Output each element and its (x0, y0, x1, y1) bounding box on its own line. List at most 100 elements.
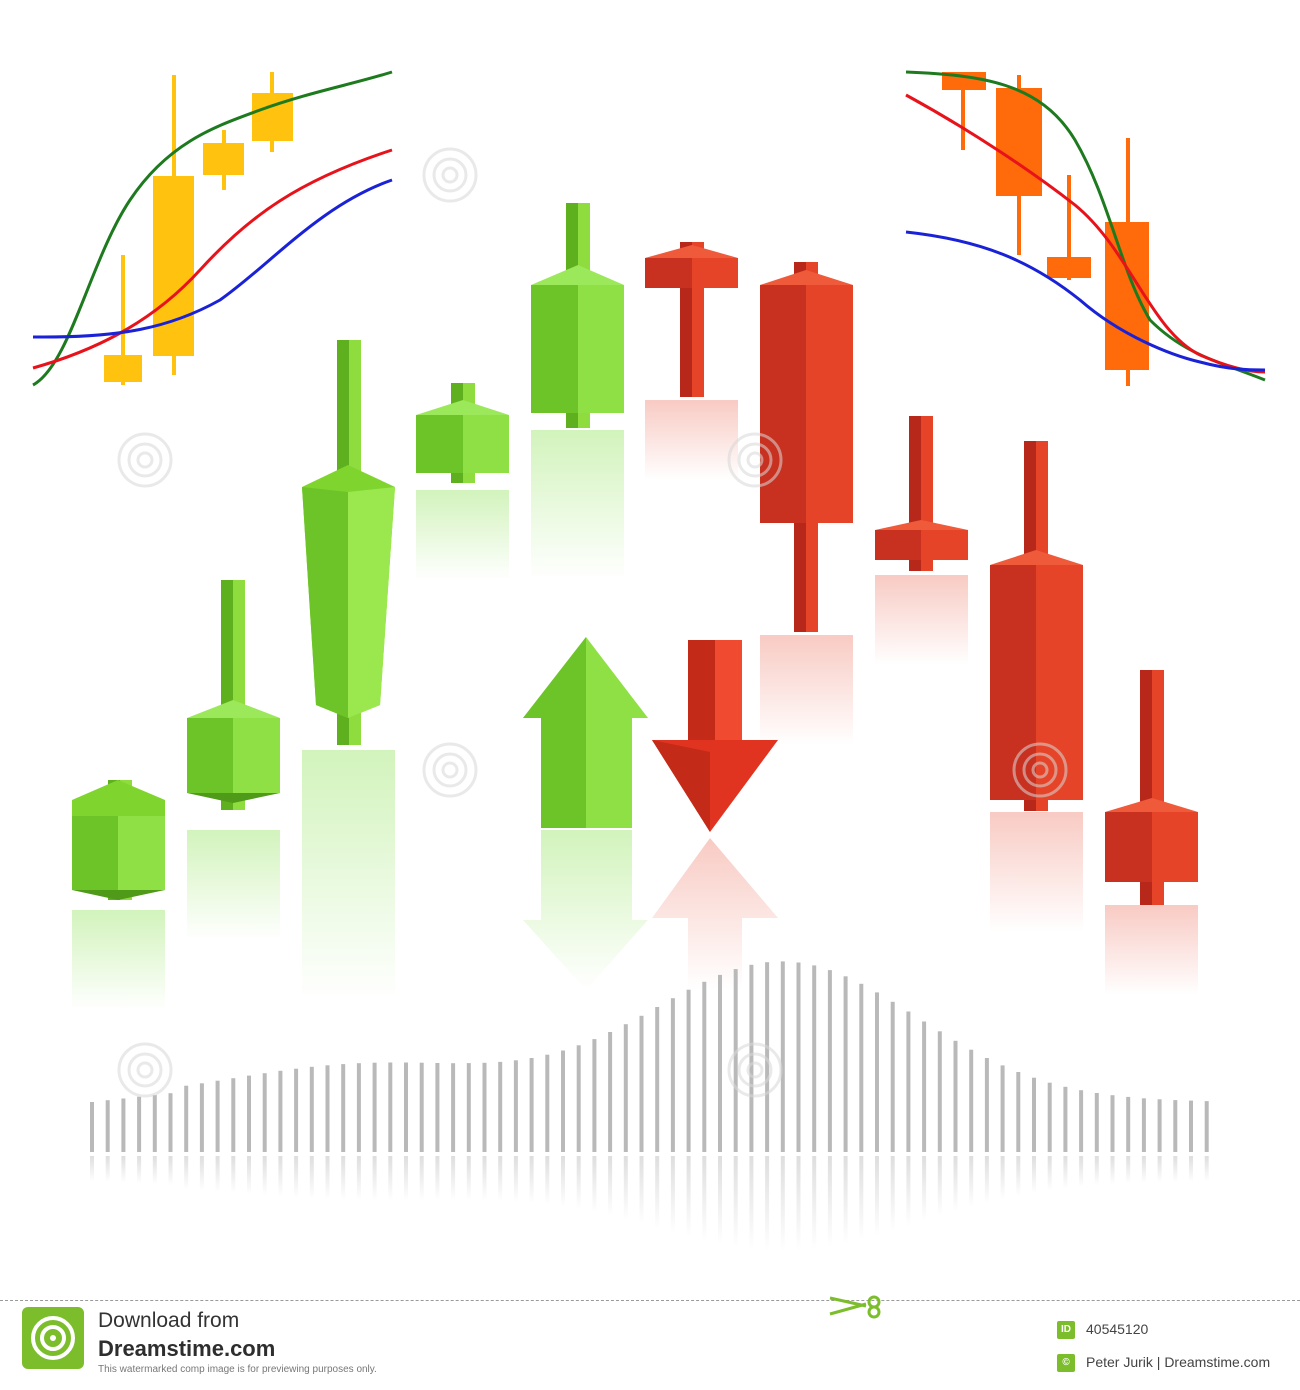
volume-bar (294, 1068, 299, 1152)
volume-bar (1126, 1096, 1131, 1152)
volume-bar-reflection (859, 1156, 864, 1241)
volume-bar (356, 1063, 361, 1152)
volume-bar-reflection (1173, 1156, 1178, 1182)
volume-bar-reflection (969, 1156, 974, 1208)
preview-notice: This watermarked comp image is for previ… (98, 1364, 377, 1375)
volume-bar-reflection (356, 1156, 361, 1201)
volume-bar-reflection (1032, 1156, 1036, 1194)
downtrend-mini-chart (905, 70, 1266, 386)
volume-bar-reflection (105, 1156, 110, 1182)
brand-link[interactable]: Dreamstime.com (98, 1336, 276, 1361)
volume-bar (937, 1031, 942, 1152)
volume-bar (278, 1070, 283, 1152)
up-arrow-icon (523, 637, 648, 828)
volume-bar (325, 1065, 330, 1152)
red-candle-2 (760, 262, 853, 632)
green-candles (72, 203, 624, 900)
volume-bar-reflection (827, 1156, 832, 1247)
volume-bar-reflection (215, 1156, 220, 1192)
copyright-icon: © (1057, 1354, 1075, 1372)
volume-bar (482, 1062, 487, 1152)
volume-bar-reflection (262, 1156, 267, 1196)
volume-bar (1157, 1099, 1162, 1152)
volume-bar (655, 1007, 660, 1152)
volume-bar (309, 1066, 314, 1152)
volume-bar (576, 1045, 581, 1152)
download-title: Download from (98, 1309, 240, 1332)
volume-bar-reflection (482, 1156, 487, 1201)
image-id: 40545120 (1086, 1321, 1149, 1337)
volume-bar-reflection (152, 1156, 157, 1185)
volume-bar (90, 1102, 94, 1152)
ma-line-green (905, 70, 1266, 382)
volume-bar (984, 1058, 989, 1152)
volume-bar-reflection (639, 1156, 644, 1225)
volume-bar-reflection (231, 1156, 236, 1193)
volume-bar (670, 998, 675, 1152)
volume-bar-reflection (1157, 1156, 1162, 1183)
ma-line-red (32, 148, 393, 370)
volume-bar-reflection (733, 1156, 738, 1248)
volume-bar (1094, 1093, 1099, 1152)
volume-bar (561, 1050, 565, 1152)
dreamstime-logo-icon (22, 1307, 84, 1369)
volume-bar (749, 964, 754, 1152)
volume-bar-reflection (937, 1156, 942, 1217)
volume-bar-reflection (1094, 1156, 1099, 1186)
volume-reflection (90, 1156, 1209, 1252)
volume-bar (953, 1040, 958, 1152)
volume-bar (702, 981, 707, 1152)
volume-bar-reflection (608, 1156, 613, 1216)
volume-bar (623, 1024, 628, 1152)
ma-line-green (32, 70, 393, 387)
volume-bar (529, 1058, 534, 1152)
volume-bar-reflection (309, 1156, 314, 1199)
green-candle-3 (302, 340, 395, 745)
volume-bar-reflection (1016, 1156, 1021, 1196)
green-candle-5 (531, 203, 624, 428)
volume-bar-reflection (702, 1156, 707, 1242)
volume-bar (843, 976, 848, 1152)
volume-bar (152, 1095, 157, 1152)
green-candle-2 (187, 580, 280, 810)
red-candle-3 (875, 416, 968, 571)
volume-bar (419, 1062, 424, 1152)
volume-bar (545, 1054, 550, 1152)
cut-line (0, 1300, 1300, 1301)
volume-bar (231, 1078, 236, 1152)
volume-bar (1141, 1098, 1146, 1152)
volume-bar-reflection (718, 1156, 722, 1245)
volume-bar-reflection (435, 1156, 440, 1201)
volume-bar-reflection (1079, 1156, 1084, 1187)
volume-bar-reflection (466, 1156, 471, 1201)
ma-line-blue (905, 230, 1266, 372)
volume-bar-reflection (372, 1156, 377, 1201)
volume-bar-reflection (513, 1156, 518, 1202)
reflections (72, 400, 1198, 1010)
volume-bar-reflection (796, 1156, 801, 1251)
volume-bar (1173, 1100, 1178, 1152)
volume-bar (906, 1011, 911, 1152)
volume-bar-reflection (137, 1156, 142, 1184)
volume-bar-reflection (765, 1156, 770, 1251)
volume-bar-reflection (388, 1156, 393, 1201)
author-credit[interactable]: Peter Jurik | Dreamstime.com (1086, 1354, 1271, 1370)
volume-bar (341, 1064, 346, 1152)
volume-bar (875, 992, 879, 1152)
volume-bar-reflection (184, 1156, 189, 1190)
volume-bar-reflection (404, 1156, 408, 1201)
volume-bar (247, 1075, 251, 1152)
volume-bar (890, 1001, 895, 1152)
volume-bar (1063, 1086, 1068, 1152)
volume-bar (137, 1096, 142, 1152)
volume-bar (733, 969, 738, 1152)
volume-bar-reflection (247, 1156, 251, 1195)
uptrend-mini-chart (32, 70, 393, 387)
volume-bar (686, 989, 691, 1152)
volume-bar-reflection (498, 1156, 503, 1202)
volume-bar (1110, 1095, 1115, 1152)
volume-bars (90, 961, 1209, 1152)
volume-bar-reflection (749, 1156, 754, 1250)
volume-bar-reflection (90, 1156, 94, 1181)
volume-bar-reflection (1000, 1156, 1005, 1200)
